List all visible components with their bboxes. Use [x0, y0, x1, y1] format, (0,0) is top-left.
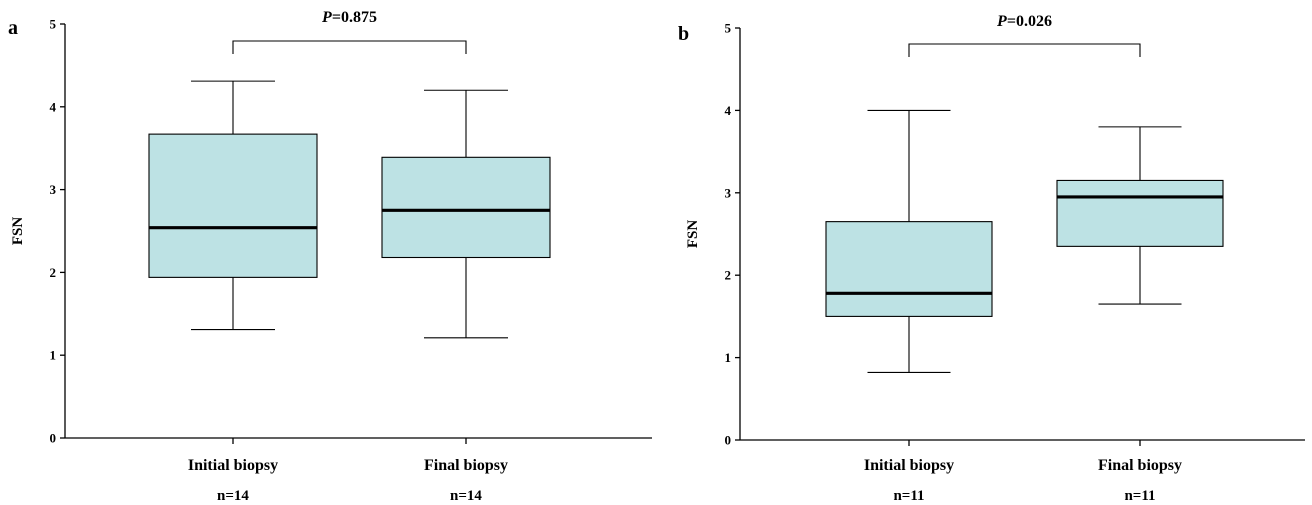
- panel-b-letter: b: [678, 23, 689, 45]
- panel-a-y-axis-title: FSN: [10, 217, 26, 246]
- panel-b-y-axis-title: FSN: [685, 220, 701, 249]
- panel-a-box-1: [149, 81, 317, 329]
- panel-b-y-tick-label: 2: [725, 268, 732, 283]
- panel-a-y-tick-label: 1: [50, 348, 57, 363]
- panel-b-iqr-box: [826, 222, 992, 317]
- panel-a-y-tick-label: 3: [50, 182, 57, 197]
- panel-a-n-label: n=14: [217, 488, 249, 504]
- panel-b-box-2: [1057, 127, 1223, 304]
- panel-a-box-2: [382, 90, 550, 338]
- panel-a-y-tick-label: 5: [50, 17, 57, 32]
- panel-a-p-value: P=0.875: [321, 9, 377, 26]
- panel-a-iqr-box: [382, 157, 550, 257]
- panel-a-y-tick-label: 0: [50, 431, 57, 446]
- panel-b-box-1: [826, 110, 992, 372]
- panel-a-significance-bracket: [233, 41, 466, 54]
- panel-b-y-tick-label: 3: [725, 185, 732, 200]
- panel-b-n-label: n=11: [1124, 488, 1155, 504]
- panel-b-y-tick-label: 4: [725, 103, 732, 118]
- panel-b-y-tick-label: 5: [725, 21, 732, 36]
- panel-a-y-tick-label: 2: [50, 265, 57, 280]
- panel-b-category-label: Initial biopsy: [864, 457, 954, 474]
- panel-a-y-tick-label: 4: [50, 99, 57, 114]
- panel-a-category-label: Final biopsy: [424, 457, 508, 474]
- panel-b-p-value: P=0.026: [996, 13, 1052, 30]
- panel-b-y-tick-label: 1: [725, 350, 732, 365]
- panel-a-letter: a: [8, 17, 18, 39]
- panel-a-chart: a 0 1 2 3 4 5 FSN Initial biopsy n=14 Final biopsy…: [8, 9, 652, 504]
- panel-a-n-label: n=14: [450, 488, 482, 504]
- panel-b-chart: b 0 1 2 3 4 5 FSN Initial biopsy n=11 Final biopsy…: [678, 13, 1305, 504]
- panel-a-category-label: Initial biopsy: [188, 457, 278, 474]
- panel-b-category-label: Final biopsy: [1098, 457, 1182, 474]
- panel-b-significance-bracket: [909, 44, 1140, 57]
- panel-b-y-tick-label: 0: [725, 433, 732, 448]
- panel-b-n-label: n=11: [893, 488, 924, 504]
- panel-b-iqr-box: [1057, 180, 1223, 246]
- panel-a-iqr-box: [149, 134, 317, 277]
